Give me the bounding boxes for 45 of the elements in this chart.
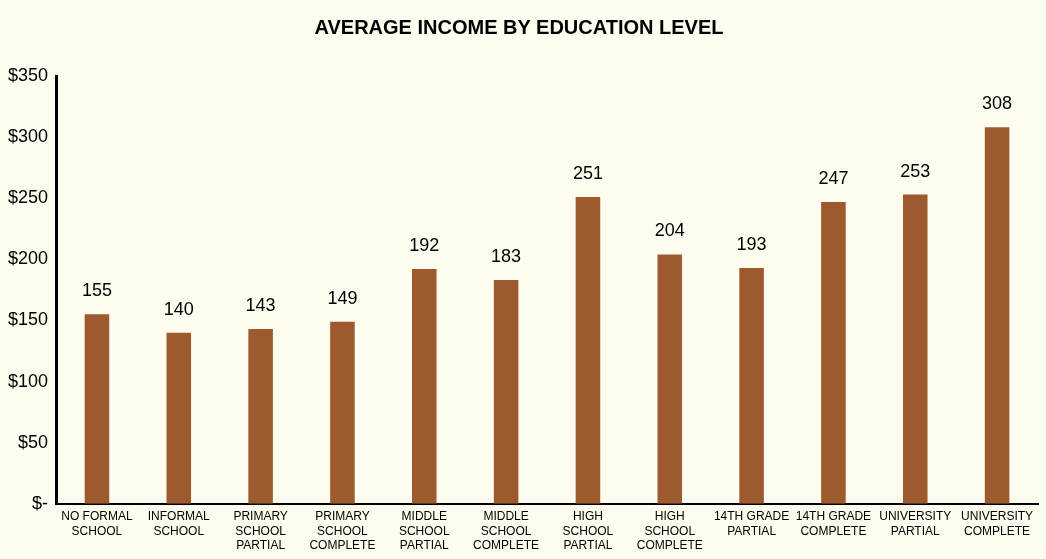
- bar: [493, 280, 519, 504]
- x-tick-label: PRIMARY SCHOOL PARTIAL: [233, 509, 288, 553]
- x-tick-label: HIGH SCHOOL COMPLETE: [636, 509, 703, 553]
- bar: [984, 127, 1010, 504]
- data-label: 149: [327, 287, 358, 308]
- x-tick-label: PRIMARY SCHOOL COMPLETE: [309, 509, 376, 553]
- chart-title: AVERAGE INCOME BY EDUCATION LEVEL: [314, 15, 724, 38]
- data-label: 193: [736, 233, 767, 254]
- bar: [84, 314, 110, 504]
- y-tick-label: $200: [8, 248, 49, 269]
- bar: [412, 269, 437, 504]
- y-tick-label: $100: [8, 370, 49, 391]
- bar: [166, 332, 192, 504]
- data-label: 143: [245, 294, 276, 315]
- data-label: 247: [818, 167, 849, 188]
- x-tick-label: NO FORMAL SCHOOL: [61, 509, 133, 538]
- x-tick-label: 14TH GRADE COMPLETE: [795, 509, 872, 538]
- bar: [657, 254, 683, 504]
- y-tick-label: $-: [32, 492, 49, 513]
- bar: [821, 201, 846, 504]
- data-label: 155: [81, 280, 112, 301]
- y-tick-label: $250: [8, 187, 49, 208]
- x-tick-label: 14TH GRADE PARTIAL: [713, 509, 790, 538]
- bar: [902, 194, 928, 504]
- x-tick-label: INFORMAL SCHOOL: [147, 509, 211, 538]
- data-label: 251: [572, 162, 603, 183]
- x-tick-label: UNIVERSITY COMPLETE: [961, 509, 1034, 538]
- y-tick-label: $50: [18, 431, 49, 452]
- x-tick-label: HIGH SCHOOL PARTIAL: [562, 509, 614, 553]
- bar: [330, 321, 355, 504]
- data-label: 253: [900, 160, 931, 181]
- y-tick-label: $350: [8, 64, 49, 85]
- data-label: 183: [491, 246, 522, 267]
- data-label: 308: [982, 93, 1013, 114]
- y-tick-label: $150: [8, 309, 49, 330]
- x-tick-label: UNIVERSITY PARTIAL: [879, 509, 952, 538]
- x-tick-label: MIDDLE SCHOOL COMPLETE: [473, 509, 540, 553]
- bar: [575, 197, 601, 504]
- data-label: 140: [163, 298, 194, 319]
- data-label: 192: [409, 235, 440, 256]
- y-tick-label: $300: [8, 126, 49, 147]
- x-tick-label: MIDDLE SCHOOL PARTIAL: [398, 509, 450, 553]
- bar: [739, 267, 764, 504]
- data-label: 204: [654, 220, 685, 241]
- bar: [248, 329, 273, 504]
